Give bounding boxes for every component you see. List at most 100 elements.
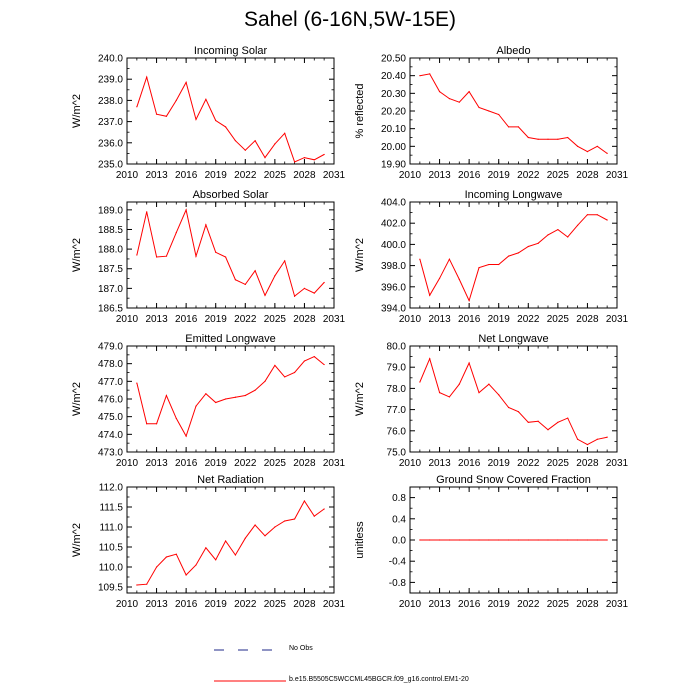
y-axis-label: W/m^2 bbox=[71, 523, 83, 557]
data-point bbox=[488, 383, 490, 385]
y-tick-label: 404.0 bbox=[381, 198, 406, 209]
y-tick-label: 20.00 bbox=[381, 142, 406, 153]
x-tick-label: 2010 bbox=[116, 170, 139, 181]
chart-panel-1: Incoming Solar W/m^2 2010 2013 2016 2019 2022 2… bbox=[71, 45, 346, 181]
plot-frame bbox=[126, 201, 335, 309]
data-point bbox=[586, 214, 589, 216]
data-point bbox=[488, 539, 490, 541]
data-point bbox=[195, 255, 197, 257]
data-point bbox=[155, 566, 158, 568]
data-point bbox=[185, 81, 187, 83]
data-point bbox=[458, 101, 460, 103]
x-tick-label: 2025 bbox=[264, 599, 287, 610]
y-tick-label: 110.5 bbox=[99, 543, 124, 554]
data-point bbox=[567, 236, 569, 238]
x-tick-label: 2019 bbox=[488, 458, 511, 469]
data-point bbox=[293, 161, 296, 163]
data-point bbox=[527, 245, 529, 248]
data-point bbox=[215, 251, 217, 253]
data-point bbox=[429, 539, 431, 541]
y-tick-label: 188.5 bbox=[98, 225, 123, 236]
x-tick-label: 2025 bbox=[547, 170, 570, 181]
data-point bbox=[303, 287, 306, 289]
series-line bbox=[136, 356, 325, 438]
series-line bbox=[419, 73, 608, 154]
y-tick-label: -0.8 bbox=[389, 578, 407, 589]
x-tick-label: 2028 bbox=[293, 314, 316, 325]
y-tick-label: 76.0 bbox=[387, 426, 407, 437]
data-point bbox=[567, 539, 569, 541]
figure-title: Sahel (6-16N,5W-15E) bbox=[243, 8, 457, 31]
data-point bbox=[557, 138, 559, 140]
series-line bbox=[419, 214, 608, 303]
y-tick-label: 20.10 bbox=[381, 124, 406, 135]
data-point bbox=[205, 547, 207, 549]
data-point bbox=[234, 554, 237, 556]
y-tick-label: 109.5 bbox=[98, 583, 123, 594]
data-point bbox=[419, 258, 421, 260]
data-point bbox=[438, 277, 441, 279]
y-axis-label: W/m^2 bbox=[354, 238, 366, 272]
data-point bbox=[419, 381, 421, 383]
data-point bbox=[537, 539, 539, 541]
chart-panel-4: Incoming Longwave W/m^2 2010 2013 2016 2019 20… bbox=[354, 189, 629, 325]
x-tick-label: 2016 bbox=[458, 170, 481, 181]
chart-panel-2: Albedo % reflected 2010 2013 2016 2019 2022 202… bbox=[354, 45, 629, 181]
data-point bbox=[468, 299, 470, 302]
data-point bbox=[478, 392, 480, 394]
panel-title: Albedo bbox=[496, 45, 530, 57]
x-tick-label: 2013 bbox=[428, 314, 451, 325]
data-point bbox=[244, 394, 246, 397]
legend-model-label: b.e15.B5505C5WCCML45BGCR.f09_g16.control… bbox=[289, 676, 469, 683]
x-tick-label: 2022 bbox=[234, 458, 257, 469]
x-tick-label: 2013 bbox=[145, 170, 168, 181]
x-tick-label: 2016 bbox=[458, 314, 481, 325]
data-point bbox=[323, 153, 325, 156]
x-tick-label: 2010 bbox=[399, 599, 422, 610]
chart-panel-3: Absorbed Solar W/m^2 2010 2013 2016 2019 2022 2… bbox=[71, 189, 346, 325]
data-point bbox=[557, 539, 559, 541]
data-point bbox=[429, 358, 431, 360]
x-tick-label: 2019 bbox=[488, 170, 511, 181]
y-tick-label: 474.0 bbox=[98, 430, 123, 441]
y-tick-label: 0.4 bbox=[392, 514, 406, 525]
data-point bbox=[284, 260, 286, 262]
legend-obs-label: No Obs bbox=[289, 645, 313, 652]
x-tick-label: 2013 bbox=[428, 170, 451, 181]
data-point bbox=[224, 398, 227, 400]
data-point bbox=[448, 258, 451, 260]
panel-title: Incoming Longwave bbox=[465, 189, 563, 201]
x-tick-label: 2022 bbox=[234, 170, 257, 181]
data-point bbox=[175, 553, 177, 555]
data-point bbox=[488, 263, 490, 266]
x-tick-label: 2016 bbox=[175, 458, 198, 469]
data-point bbox=[547, 539, 549, 541]
y-tick-label: 79.0 bbox=[387, 363, 407, 374]
x-tick-label: 2022 bbox=[517, 458, 540, 469]
data-point bbox=[517, 411, 520, 413]
x-tick-label: 2016 bbox=[175, 314, 198, 325]
x-tick-label: 2010 bbox=[399, 314, 422, 325]
x-tick-label: 2031 bbox=[606, 314, 629, 325]
data-point bbox=[313, 159, 315, 161]
y-tick-label: 75.0 bbox=[387, 448, 407, 459]
data-point bbox=[155, 423, 158, 425]
data-point bbox=[136, 106, 138, 108]
data-point bbox=[567, 136, 569, 139]
data-point bbox=[215, 119, 217, 122]
data-point bbox=[313, 292, 315, 294]
data-point bbox=[527, 136, 529, 139]
data-point bbox=[136, 254, 138, 256]
data-point bbox=[165, 394, 168, 397]
y-tick-label: 189.0 bbox=[98, 205, 123, 216]
data-point bbox=[547, 234, 549, 236]
x-tick-label: 2010 bbox=[399, 170, 422, 181]
data-point bbox=[498, 394, 500, 396]
data-point bbox=[498, 263, 500, 266]
data-point bbox=[195, 405, 197, 407]
chart-panel-8: Ground Snow Covered Fraction unitless 2010… bbox=[354, 474, 629, 610]
y-tick-label: 476.0 bbox=[98, 395, 123, 406]
data-point bbox=[576, 438, 579, 440]
y-axis-label: W/m^2 bbox=[71, 382, 83, 416]
